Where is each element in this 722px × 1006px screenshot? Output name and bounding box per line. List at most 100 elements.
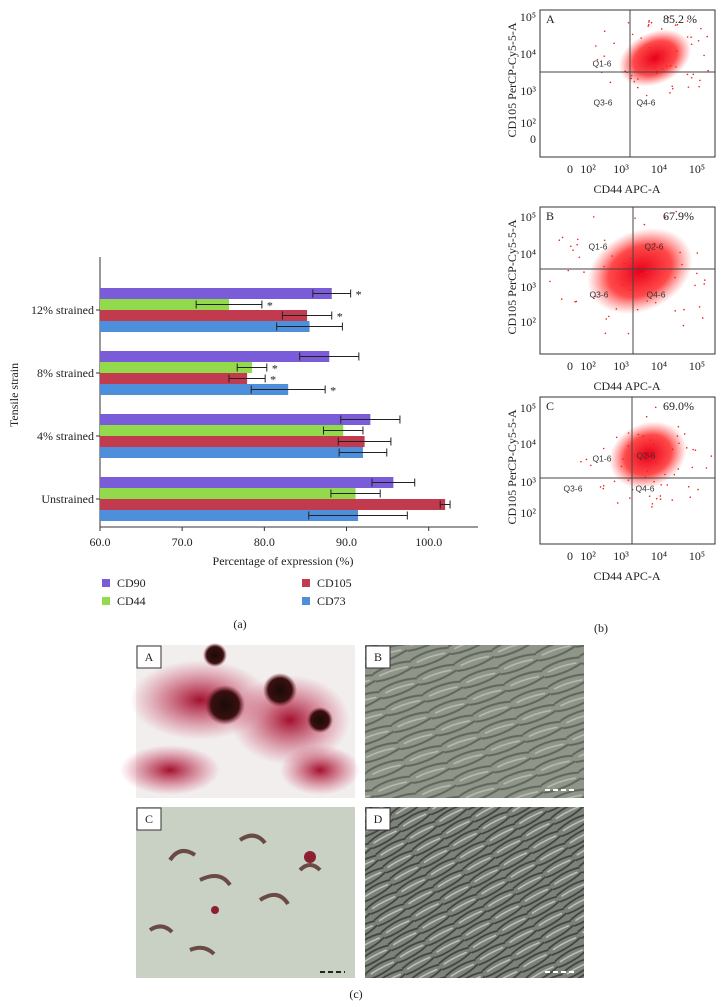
event-dot bbox=[646, 271, 649, 273]
micrograph-label: D bbox=[374, 812, 383, 826]
event-dot bbox=[698, 306, 701, 308]
event-dot bbox=[653, 480, 655, 483]
event-dot bbox=[697, 39, 700, 42]
event-dot bbox=[602, 487, 605, 490]
event-dot bbox=[620, 465, 623, 468]
micrograph-b bbox=[365, 645, 584, 798]
x-tick-label: 70.0 bbox=[172, 535, 193, 549]
x-tick-label: 80.0 bbox=[254, 535, 275, 549]
panel-letter: A bbox=[546, 12, 555, 26]
event-dot bbox=[637, 78, 639, 80]
bar bbox=[100, 321, 310, 332]
event-dot bbox=[653, 53, 655, 56]
event-dot bbox=[698, 85, 700, 88]
bar bbox=[100, 351, 330, 362]
quadrant-label: Q3-6 bbox=[564, 483, 583, 493]
bar bbox=[100, 477, 394, 488]
event-dot bbox=[686, 73, 689, 76]
event-dot bbox=[678, 442, 680, 445]
y-tick-label: 10² bbox=[520, 116, 536, 130]
event-dot bbox=[630, 74, 633, 77]
event-dot bbox=[651, 264, 653, 267]
event-dot bbox=[677, 425, 680, 428]
event-dot bbox=[605, 318, 608, 320]
event-dot bbox=[687, 485, 690, 488]
y-tick-label: Unstrained bbox=[41, 492, 94, 506]
event-dot bbox=[669, 92, 671, 94]
event-dot bbox=[622, 458, 624, 460]
flow-plots: A 85.2 % Q1-6 Q3-6 Q4-6 10⁵ 10⁴ 10³ 10² 0 0 10² 10³ 1… bbox=[505, 9, 716, 583]
event-dot bbox=[602, 447, 605, 450]
quadrant-label: Q4-6 bbox=[647, 289, 666, 299]
bar-chart: 60.0 70.0 80.0 90.0 100.012% strained***8% s… bbox=[31, 257, 478, 608]
micrograph-d bbox=[365, 807, 584, 978]
micrograph-label: A bbox=[145, 650, 154, 664]
y-tick-label: 10³ bbox=[520, 280, 536, 294]
error-bar bbox=[236, 363, 268, 372]
significance-mark: * bbox=[337, 309, 343, 323]
event-dot bbox=[574, 300, 576, 303]
legend-swatch bbox=[302, 579, 310, 587]
x-tick-label: 10² bbox=[580, 549, 596, 563]
legend-label: CD44 bbox=[117, 594, 146, 608]
y-tick-label: 10³ bbox=[520, 475, 536, 489]
event-dot bbox=[595, 45, 597, 47]
x-tick-label: 90.0 bbox=[336, 535, 357, 549]
quadrant-label: Q4-6 bbox=[636, 483, 655, 493]
x-tick-label: 10⁵ bbox=[689, 162, 705, 176]
event-dot bbox=[667, 16, 670, 19]
event-dot bbox=[640, 37, 642, 39]
event-dot bbox=[651, 506, 653, 508]
event-dot bbox=[671, 87, 674, 90]
quadrant-label: Q2-6 bbox=[645, 241, 664, 251]
event-dot bbox=[676, 23, 679, 26]
event-dot bbox=[637, 433, 640, 436]
event-dot bbox=[686, 20, 689, 22]
event-dot bbox=[560, 298, 563, 300]
bar bbox=[100, 384, 289, 395]
event-dot bbox=[675, 66, 677, 68]
y-tick-label: 10⁴ bbox=[520, 437, 536, 451]
error-bar bbox=[371, 478, 416, 487]
event-dot bbox=[603, 30, 606, 33]
event-dot bbox=[611, 255, 613, 257]
event-cloud bbox=[609, 421, 687, 489]
event-dot bbox=[633, 80, 636, 83]
significance-mark: * bbox=[270, 372, 276, 386]
event-dot bbox=[706, 35, 708, 38]
y-axis-label: CD105 PerCP-Cy5-5-A bbox=[505, 22, 519, 137]
event-dot bbox=[629, 497, 631, 499]
event-dot bbox=[675, 210, 678, 213]
event-dot bbox=[585, 458, 588, 461]
event-dot bbox=[710, 455, 713, 457]
panel-label: (a) bbox=[233, 617, 246, 631]
event-dot bbox=[623, 262, 625, 265]
event-dot bbox=[631, 33, 634, 36]
event-dot bbox=[650, 53, 653, 56]
event-dot bbox=[676, 435, 679, 437]
event-dot bbox=[561, 236, 564, 239]
event-dot bbox=[690, 43, 693, 46]
x-tick-label: 10⁴ bbox=[651, 359, 667, 373]
event-dot bbox=[701, 317, 704, 319]
y-tick-label: 10⁵ bbox=[520, 401, 536, 415]
event-dot bbox=[608, 315, 610, 318]
event-dot bbox=[604, 332, 607, 335]
event-dot bbox=[621, 284, 623, 287]
event-dot bbox=[569, 245, 572, 248]
event-dot bbox=[697, 488, 699, 491]
event-dot bbox=[660, 28, 663, 30]
event-dot bbox=[636, 308, 639, 311]
error-bar bbox=[299, 352, 360, 361]
event-dot bbox=[627, 479, 630, 481]
y-tick-label: 4% strained bbox=[37, 429, 94, 443]
error-bar bbox=[330, 489, 381, 498]
event-dot bbox=[673, 473, 676, 476]
event-dot bbox=[659, 498, 662, 501]
event-dot bbox=[594, 295, 596, 298]
event-dot bbox=[583, 271, 585, 273]
flow-plot: B 67.9% Q1-6 Q2-6 Q3-6 Q4-6 10⁵ 10⁴ 10³ 10² 0 10² 10… bbox=[505, 206, 716, 393]
bar bbox=[100, 488, 356, 499]
significance-mark: * bbox=[272, 361, 278, 375]
